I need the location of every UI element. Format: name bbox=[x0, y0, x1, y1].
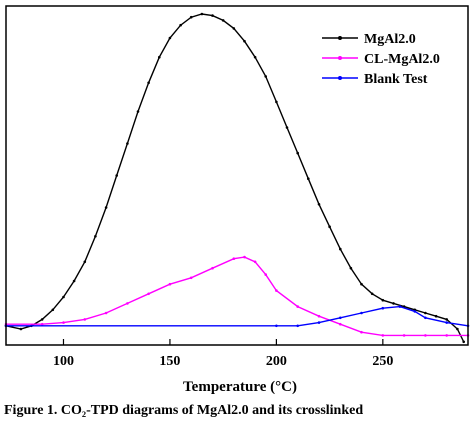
legend-label: MgAl2.0 bbox=[364, 32, 416, 47]
data-point bbox=[275, 289, 278, 292]
data-point bbox=[424, 316, 427, 320]
data-point bbox=[434, 314, 438, 318]
series-1 bbox=[4, 12, 466, 344]
series-layer bbox=[4, 12, 470, 344]
data-point bbox=[275, 324, 278, 328]
data-point bbox=[349, 266, 353, 270]
data-point bbox=[424, 311, 427, 315]
data-point bbox=[317, 203, 321, 206]
data-point bbox=[62, 321, 65, 324]
legend-marker bbox=[338, 56, 342, 60]
legend-label: CL-MgAl2.0 bbox=[364, 52, 440, 67]
data-point bbox=[264, 75, 268, 78]
series-line bbox=[6, 305, 469, 327]
tpd-chart: 100 150 200 250 Temperature (°C) MgAl2.0 CL-… bbox=[4, 5, 470, 395]
legend-item: CL-MgAl2.0 bbox=[322, 52, 440, 67]
legend-label: Blank Test bbox=[364, 72, 428, 87]
data-point bbox=[168, 282, 172, 286]
data-point bbox=[19, 327, 23, 331]
data-point bbox=[339, 247, 342, 251]
data-point bbox=[307, 177, 310, 180]
data-point bbox=[381, 334, 385, 337]
data-point bbox=[445, 334, 449, 337]
x-axis-title: Temperature (°C) bbox=[183, 379, 297, 395]
data-point bbox=[381, 306, 385, 310]
data-point bbox=[392, 302, 395, 305]
plot-frame bbox=[5, 5, 469, 346]
data-point bbox=[72, 279, 76, 283]
data-point bbox=[445, 321, 449, 324]
data-point bbox=[200, 12, 204, 16]
data-point bbox=[339, 316, 342, 320]
data-point bbox=[40, 322, 44, 326]
data-point bbox=[285, 126, 289, 129]
data-point bbox=[398, 305, 402, 308]
figure-caption: Figure 1. CO₂-TPD diagrams of MgAl2.0 an… bbox=[4, 403, 364, 418]
series-3 bbox=[4, 305, 470, 328]
data-point bbox=[40, 318, 44, 321]
data-point bbox=[296, 324, 300, 328]
data-point bbox=[243, 255, 246, 259]
data-point bbox=[126, 142, 129, 145]
data-point bbox=[360, 330, 363, 334]
data-point bbox=[296, 305, 300, 308]
data-point bbox=[456, 327, 459, 331]
data-point bbox=[264, 273, 268, 276]
series-line bbox=[5, 13, 465, 343]
data-point bbox=[147, 292, 150, 296]
series-line bbox=[6, 256, 468, 337]
data-point bbox=[168, 36, 172, 40]
data-point bbox=[179, 23, 182, 27]
legend-item: MgAl2.0 bbox=[322, 32, 416, 47]
x-tick-label: 250 bbox=[372, 354, 393, 369]
data-point bbox=[243, 39, 246, 43]
data-point bbox=[211, 14, 214, 17]
data-point bbox=[51, 308, 55, 312]
legend-marker bbox=[338, 76, 342, 80]
data-point bbox=[115, 174, 118, 177]
data-point bbox=[189, 276, 193, 280]
legend-marker bbox=[338, 36, 342, 40]
data-point bbox=[339, 322, 342, 326]
data-point bbox=[147, 81, 150, 85]
data-point bbox=[413, 310, 417, 313]
data-point bbox=[381, 298, 385, 302]
data-point bbox=[253, 260, 257, 264]
data-point bbox=[232, 257, 236, 261]
data-point bbox=[402, 334, 406, 337]
data-point bbox=[445, 318, 449, 321]
x-tick-label: 100 bbox=[53, 354, 74, 369]
data-point bbox=[126, 302, 129, 305]
legend-item: Blank Test bbox=[322, 72, 428, 87]
data-point bbox=[136, 110, 140, 113]
data-point bbox=[189, 15, 193, 19]
x-tick-label: 200 bbox=[266, 354, 287, 369]
data-point bbox=[158, 55, 161, 59]
data-point bbox=[296, 151, 300, 155]
data-point bbox=[221, 19, 225, 22]
data-point bbox=[62, 295, 65, 299]
data-point bbox=[275, 100, 278, 104]
data-point bbox=[232, 27, 236, 30]
data-point bbox=[317, 321, 321, 324]
data-point bbox=[104, 311, 108, 315]
data-point bbox=[83, 318, 87, 321]
data-point bbox=[83, 260, 87, 264]
data-point bbox=[462, 340, 466, 344]
data-point bbox=[370, 292, 374, 296]
x-tick-label: 150 bbox=[159, 354, 180, 369]
data-point bbox=[211, 266, 214, 270]
series-2 bbox=[4, 255, 470, 337]
data-point bbox=[253, 55, 257, 59]
data-point bbox=[94, 235, 97, 238]
data-point bbox=[317, 314, 321, 318]
data-point bbox=[104, 206, 108, 209]
data-point bbox=[360, 282, 363, 286]
data-point bbox=[328, 225, 331, 228]
legend: MgAl2.0 CL-MgAl2.0 Blank Test bbox=[322, 32, 440, 87]
data-point bbox=[360, 311, 363, 315]
data-point bbox=[424, 334, 427, 337]
x-ticks: 100 150 200 250 bbox=[53, 339, 393, 369]
